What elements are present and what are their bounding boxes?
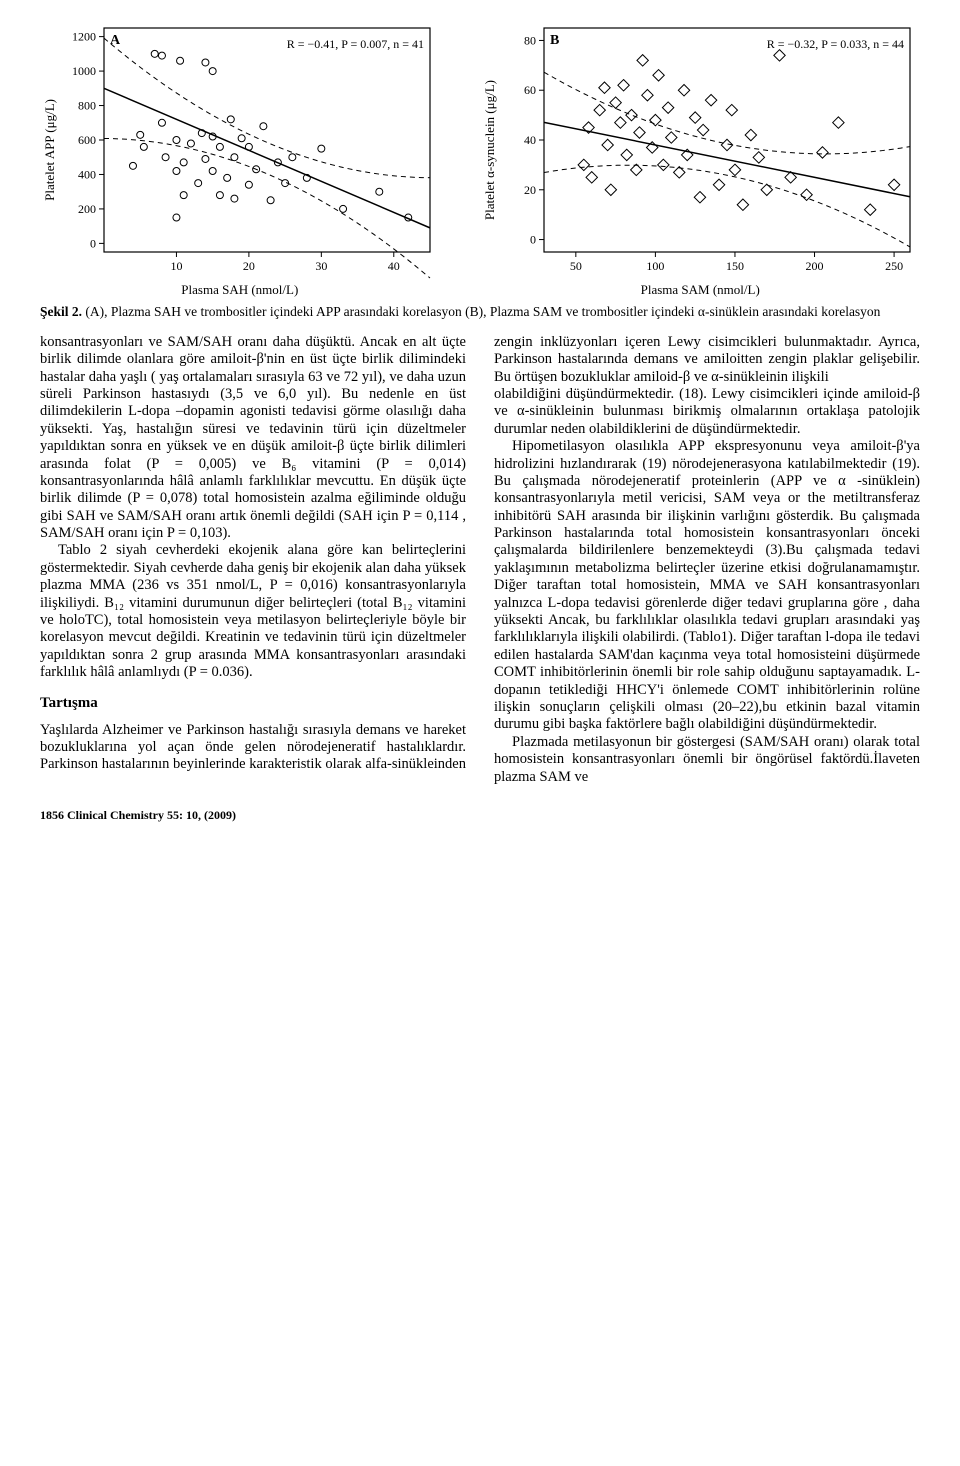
svg-text:250: 250 <box>885 259 903 273</box>
svg-text:400: 400 <box>78 167 96 181</box>
svg-text:10: 10 <box>170 259 182 273</box>
paragraph: Hipometilasyon olasılıkla APP ekspresyon… <box>494 438 920 734</box>
paragraph: olabildiğini düşündürmektedir. (18). Lew… <box>494 386 920 438</box>
svg-text:R = −0.41, P = 0.007, n = 41: R = −0.41, P = 0.007, n = 41 <box>286 37 423 51</box>
figure-caption: Şekil 2. (A), Plazma SAH ve trombositler… <box>40 304 920 320</box>
svg-text:A: A <box>110 33 121 48</box>
svg-text:B: B <box>550 33 559 48</box>
caption-label: Şekil 2. <box>40 304 82 319</box>
svg-text:150: 150 <box>726 259 744 273</box>
paragraph: konsantrasyonları ve SAM/SAH oranı daha … <box>40 334 466 543</box>
svg-text:50: 50 <box>570 259 582 273</box>
svg-text:80: 80 <box>524 33 536 47</box>
svg-text:0: 0 <box>90 236 96 250</box>
svg-text:200: 200 <box>78 202 96 216</box>
svg-text:R = −0.32, P = 0.033, n = 44: R = −0.32, P = 0.033, n = 44 <box>767 37 904 51</box>
svg-text:60: 60 <box>524 83 536 97</box>
paragraph: Plazmada metilasyonun bir göstergesi (SA… <box>494 734 920 786</box>
paragraph: Tablo 2 siyah cevherdeki ekojenik alana … <box>40 542 466 681</box>
svg-text:1000: 1000 <box>72 64 96 78</box>
svg-text:20: 20 <box>524 183 536 197</box>
panel-b-ylabel: Platelet α-synuclein (μg/L) <box>480 80 500 220</box>
svg-text:100: 100 <box>646 259 664 273</box>
svg-text:40: 40 <box>387 259 399 273</box>
panel-a: Platelet APP (μg/L) 10203040020040060080… <box>40 20 440 298</box>
scatter-chart-a: 10203040020040060080010001200AR = −0.41,… <box>60 20 440 280</box>
svg-text:30: 30 <box>315 259 327 273</box>
section-heading-discussion: Tartışma <box>40 694 466 712</box>
body-text: konsantrasyonları ve SAM/SAH oranı daha … <box>40 334 920 786</box>
svg-text:800: 800 <box>78 99 96 113</box>
figure-2: Platelet APP (μg/L) 10203040020040060080… <box>40 20 920 298</box>
svg-text:200: 200 <box>806 259 824 273</box>
caption-text: (A), Plazma SAH ve trombositler içindeki… <box>85 304 880 319</box>
panel-a-xlabel: Plasma SAH (nmol/L) <box>181 282 298 298</box>
svg-text:1200: 1200 <box>72 30 96 44</box>
svg-text:20: 20 <box>242 259 254 273</box>
panel-b: Platelet α-synuclein (μg/L) 501001502002… <box>480 20 920 298</box>
svg-text:600: 600 <box>78 133 96 147</box>
svg-text:0: 0 <box>530 233 536 247</box>
page-footer: 1856 Clinical Chemistry 55: 10, (2009) <box>40 808 920 822</box>
panel-a-ylabel: Platelet APP (μg/L) <box>40 99 60 201</box>
panel-b-xlabel: Plasma SAM (nmol/L) <box>641 282 760 298</box>
svg-text:40: 40 <box>524 133 536 147</box>
scatter-chart-b: 50 100 150 200 250 0 20 40 60 80 B R = −0.32, P = 0… <box>500 20 920 280</box>
